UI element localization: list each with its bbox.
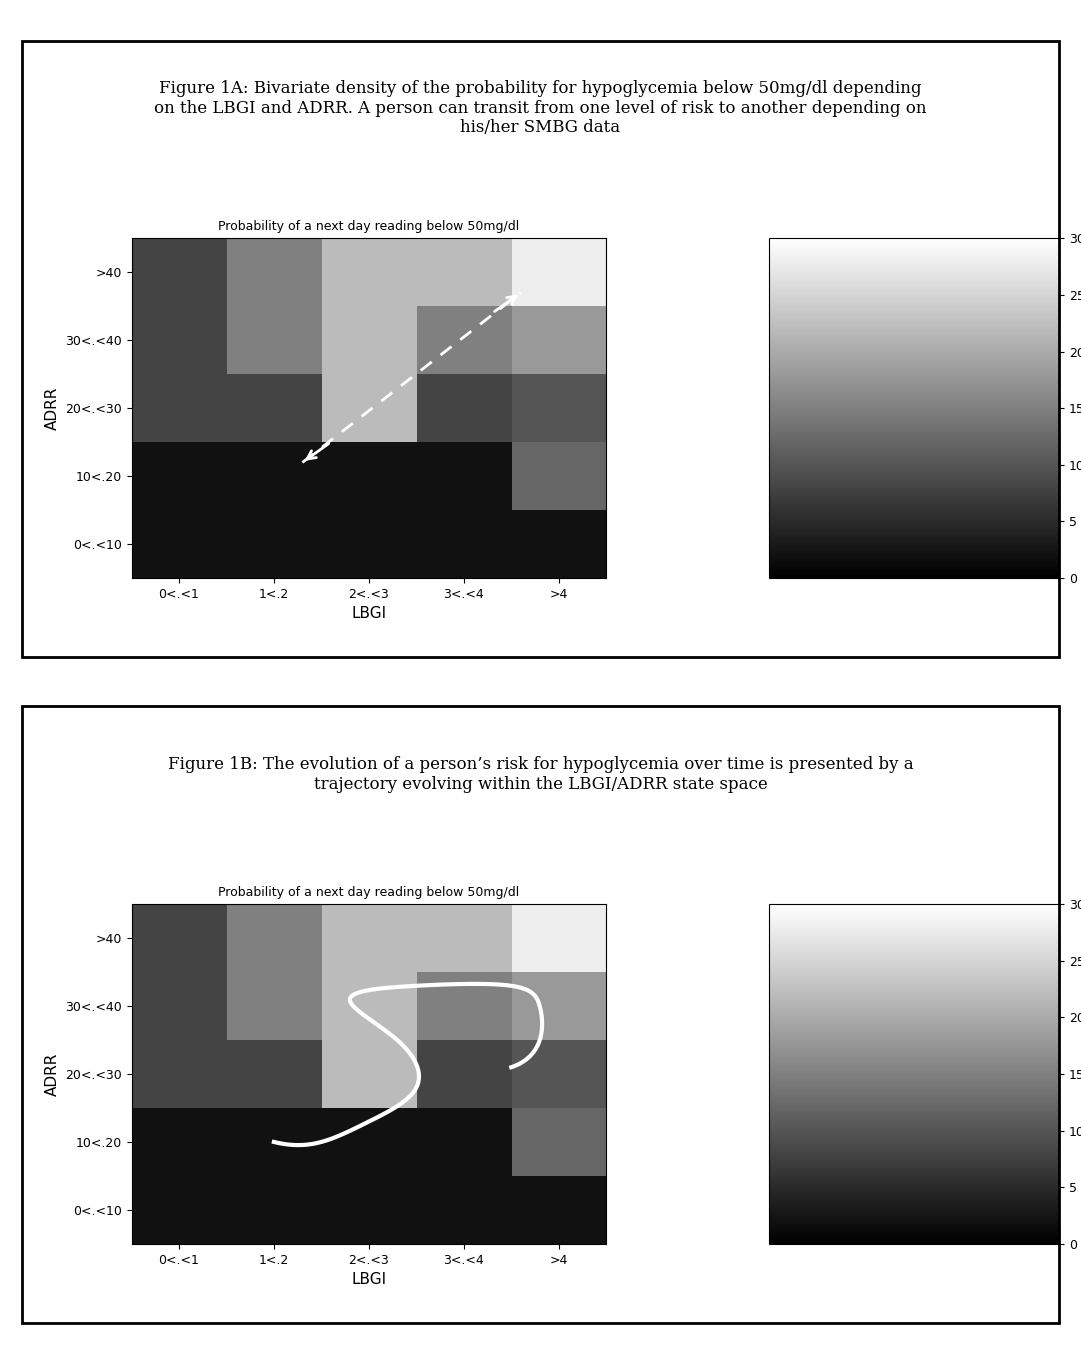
Title: Probability of a next day reading below 50mg/dl: Probability of a next day reading below … xyxy=(218,886,520,899)
Title: Probability of a next day reading below 50mg/dl: Probability of a next day reading below … xyxy=(218,220,520,234)
X-axis label: LBGI: LBGI xyxy=(351,1272,386,1287)
Text: Figure 1A: Bivariate density of the probability for hypoglycemia below 50mg/dl d: Figure 1A: Bivariate density of the prob… xyxy=(155,80,926,136)
Y-axis label: ADRR: ADRR xyxy=(44,1053,59,1096)
Y-axis label: ADRR: ADRR xyxy=(44,386,59,429)
X-axis label: LBGI: LBGI xyxy=(351,606,386,621)
Text: Figure 1B: The evolution of a person’s risk for hypoglycemia over time is presen: Figure 1B: The evolution of a person’s r… xyxy=(168,756,913,792)
